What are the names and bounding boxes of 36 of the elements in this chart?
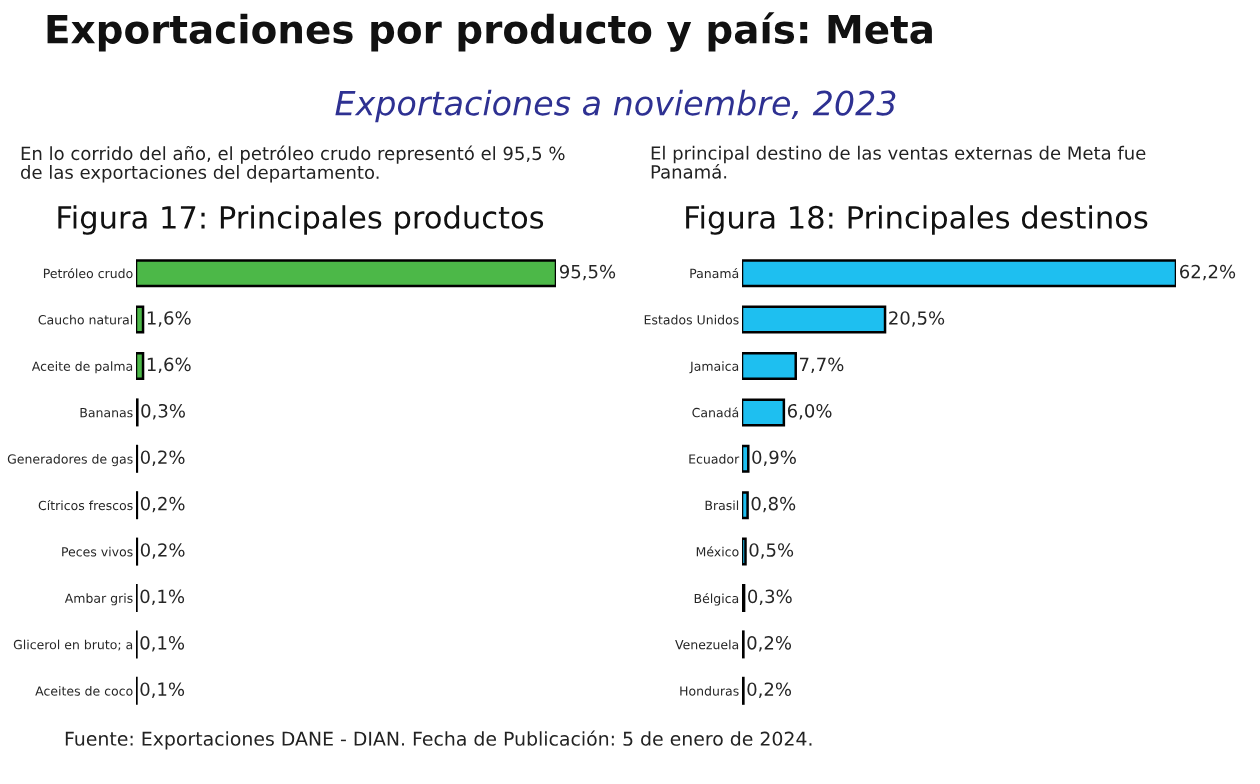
data-label: 0,3% xyxy=(141,403,185,420)
data-label: 0,3% xyxy=(748,589,792,606)
data-label: 6,0% xyxy=(787,403,832,420)
data-label: 1,6% xyxy=(147,357,191,374)
data-label: 0,2% xyxy=(140,450,185,466)
bar xyxy=(742,305,887,334)
text: El principal destino de las ventas externas de Meta fue Panamá. xyxy=(651,145,1146,179)
data-label: 0,1% xyxy=(140,682,185,698)
text: En lo corrido del año, el petróleo crudo representó el 95,5 % de las exportaciones del departamento. xyxy=(21,145,565,183)
bar xyxy=(742,444,750,473)
data-label: 0,2% xyxy=(747,635,792,652)
bar xyxy=(742,398,786,427)
data-label: 1,6% xyxy=(147,311,191,327)
text: Exportaciones por producto y país: Meta xyxy=(47,12,932,52)
data-label: 62,2% xyxy=(1180,264,1236,281)
bar xyxy=(136,305,145,334)
text: Exportaciones a noviembre, 2023 xyxy=(335,89,896,123)
data-label: 95,5% xyxy=(559,264,616,281)
data-label: 0,9% xyxy=(752,450,796,466)
data-label: 0,1% xyxy=(140,589,185,606)
data-label: 20,5% xyxy=(889,311,945,327)
data-label: 7,7% xyxy=(799,357,844,374)
data-label: 0,5% xyxy=(749,543,794,559)
chart-title: Figura 18: Principales destinos xyxy=(686,205,1148,235)
bar xyxy=(742,491,749,520)
bar xyxy=(742,351,797,381)
data-label: 0,2% xyxy=(140,543,185,559)
bar xyxy=(742,259,1176,288)
chart-title: Figura 17: Principales productos xyxy=(58,205,544,235)
data-label: 0,2% xyxy=(140,496,185,513)
data-label: 0,8% xyxy=(751,496,796,513)
source-note: Fuente: Exportaciones DANE - DIAN. Fecha de Publicación: 5 de enero de 2024. xyxy=(65,730,812,750)
data-label: 0,1% xyxy=(140,635,185,652)
data-label: 0,2% xyxy=(747,682,792,698)
bar xyxy=(136,351,145,381)
bar xyxy=(136,259,556,288)
